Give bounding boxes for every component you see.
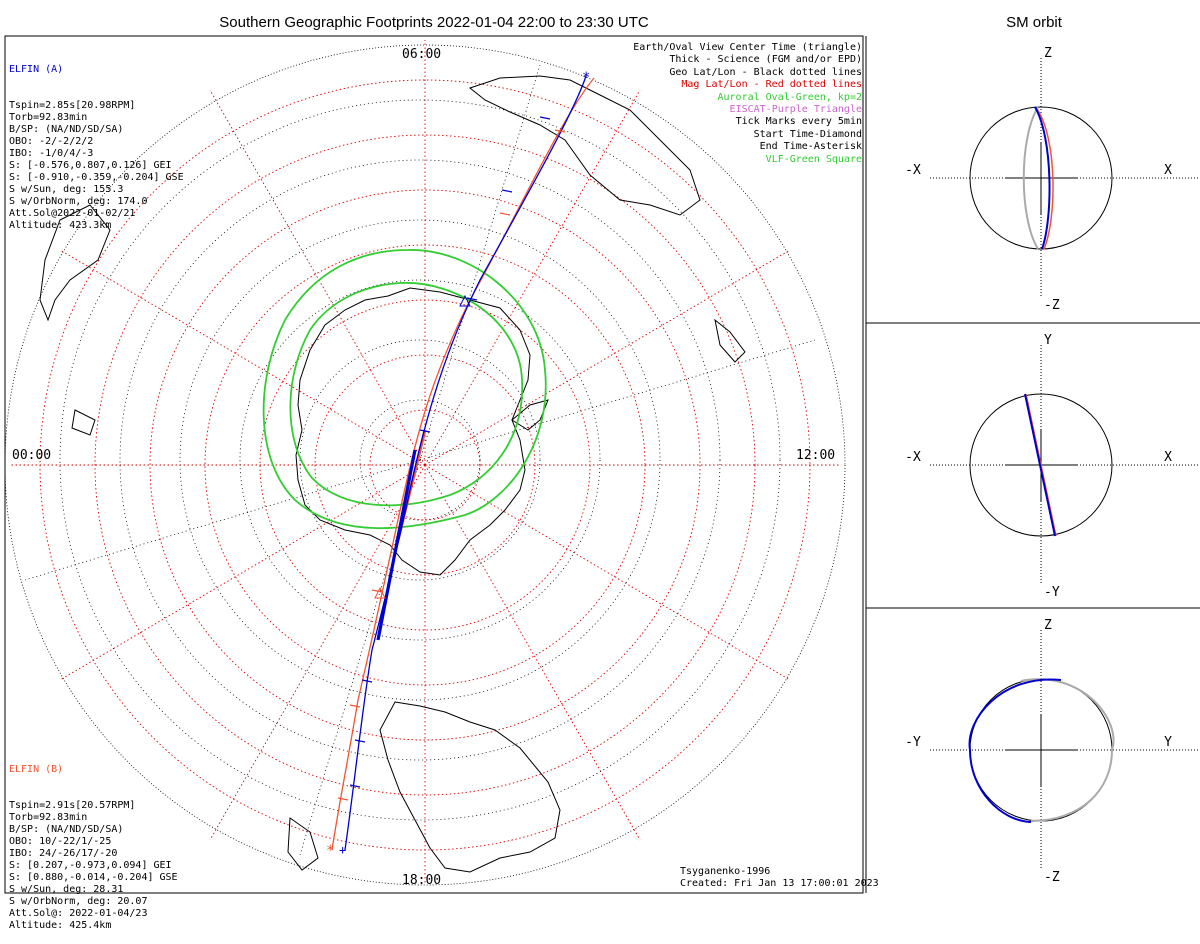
sm-label-bottom: -Z <box>1044 870 1060 885</box>
coastlines <box>39 75 746 873</box>
elfin-b-info-line: OBO: 10/-22/1/-25 <box>9 836 112 847</box>
sm-label-right: X <box>1164 450 1172 465</box>
elfin-a-info-line: Torb=92.83min <box>9 112 88 123</box>
elfin-b-info-line: B/SP: (NA/ND/SD/SA) <box>9 824 124 835</box>
elfin-b-info-line: Att.Sol@: 2022-01-04/23 <box>9 908 148 919</box>
australia-coast <box>468 75 701 216</box>
sm-orbit-a <box>968 678 1062 823</box>
time-label-bottom: 18:00 <box>402 873 441 888</box>
sm-orbit-a <box>1034 106 1051 250</box>
south-america-coast <box>39 204 111 322</box>
sm-panel-3: Z -Z -Y Y <box>905 618 1200 885</box>
elfin-b-info-line: Altitude: 425.4km <box>9 920 112 931</box>
auroral-oval <box>262 249 547 530</box>
legend-item: Mag Lat/Lon - Red dotted lines <box>681 79 862 91</box>
elfin-a-info-line: S: [-0.576,0.807,0.126] GEI <box>9 160 172 171</box>
sm-earth-circle <box>969 106 1113 250</box>
legend-item: Earth/Oval View Center Time (triangle) <box>633 42 862 53</box>
elfin-a-info-line: B/SP: (NA/ND/SD/SA) <box>9 124 124 135</box>
legend-item: VLF-Green Square <box>765 153 862 165</box>
legend-item: Geo Lat/Lon - Black dotted lines <box>669 66 862 78</box>
sm-label-left: -Y <box>905 735 921 750</box>
sm-label-left: -X <box>905 450 921 465</box>
map-frame <box>4 35 864 894</box>
elfin-a-info-line: Altitude: 423.3km <box>9 220 112 231</box>
sm-orbit-panels: Z -Z -X X Y -Y -X X Z -Z -Y Y <box>905 46 1200 885</box>
elfin-b-start-marker: * <box>326 843 334 859</box>
island-coast <box>71 409 96 436</box>
footer-created: Created: Fri Jan 13 17:00:01 2023 <box>680 878 879 889</box>
legend-item: End Time-Asterisk <box>759 141 862 153</box>
elfin-a-info-line: S: [-0.910,-0.359,-0.204] GSE <box>9 172 184 183</box>
legend-item: Tick Marks every 5min <box>735 116 862 128</box>
madagascar-coast <box>287 817 319 871</box>
sm-label-left: -X <box>905 163 921 178</box>
sm-label-top: Y <box>1044 333 1052 348</box>
elfin-a-end-marker: * <box>582 70 590 86</box>
plot-canvas: * * + 06:00 00:00 12:00 18:00 Z -Z -X X Y -Y -… <box>4 35 1200 894</box>
elfin-b-lines: Tspin=2.91s[20.57RPM] Torb=92.83min B/SP: … <box>9 800 178 932</box>
sm-orbit-shadow <box>1022 106 1039 250</box>
antarctica-coast <box>295 287 531 576</box>
sm-earth-circle <box>969 393 1113 537</box>
elfin-a-info-line: Tspin=2.85s[20.98RPM] <box>9 100 136 111</box>
sm-label-top: Z <box>1044 618 1052 633</box>
sm-panel-2: Y -Y -X X <box>905 333 1200 600</box>
elfin-a-track <box>344 75 587 851</box>
elfin-b-track <box>331 77 595 851</box>
elfin-b-info: ELFIN (B) Tspin=2.91s[20.57RPM] Torb=92.8… <box>9 740 178 944</box>
elfin-a-view-triangle <box>459 294 471 307</box>
footer-model: Tsyganenko-1996 <box>680 866 771 877</box>
elfin-a-info-line: S w/Sun, deg: 155.3 <box>9 184 124 195</box>
elfin-a-name: ELFIN (A) <box>9 64 64 75</box>
elfin-a-start-marker: + <box>339 843 346 857</box>
legend-item: Auroral Oval-Green, kp=2 <box>717 91 863 103</box>
time-label-left: 00:00 <box>12 448 51 463</box>
elfin-b-info-line: Torb=92.83min <box>9 812 88 823</box>
sm-orbit-b <box>1036 108 1054 250</box>
sm-orbit-title: SM orbit <box>1006 14 1062 31</box>
sm-label-bottom: -Z <box>1044 298 1060 313</box>
elfin-b-info-line: S: [0.207,-0.973,0.094] GEI <box>9 860 172 871</box>
elfin-b-name: ELFIN (B) <box>9 764 64 775</box>
time-label-top: 06:00 <box>402 47 441 62</box>
page-title: Southern Geographic Footprints 2022-01-0… <box>219 14 649 31</box>
legend-item: EISCAT-Purple Triangle <box>729 104 862 116</box>
legend: Earth/Oval View Center Time (triangle) Th… <box>633 42 862 166</box>
sm-orbit-a <box>1024 393 1056 537</box>
legend-item: Thick - Science (FGM and/or EPD) <box>669 54 862 66</box>
track-ticks <box>337 116 566 801</box>
legend-item: Start Time-Diamond <box>753 128 862 140</box>
elfin-a-info-line: OBO: -2/-2/2/2 <box>9 136 94 147</box>
elfin-a-info-line: S w/OrbNorm, deg: 174.0 <box>9 196 148 207</box>
new-zealand-coast <box>714 318 746 363</box>
elfin-a-info-line: Att.Sol@2022-01-02/21 <box>9 208 136 219</box>
africa-coast <box>379 701 561 873</box>
elfin-b-info-line: S: [0.880,-0.014,-0.204] GSE <box>9 872 178 883</box>
sm-orbit-shadow <box>1020 678 1115 822</box>
sm-label-right: Y <box>1164 735 1172 750</box>
footprint-map: * * + <box>4 40 846 886</box>
elfin-b-info-line: S w/Sun, deg: 28.31 <box>9 884 124 895</box>
elfin-a-info-line: IBO: -1/0/4/-3 <box>9 148 94 159</box>
elfin-b-info-line: Tspin=2.91s[20.57RPM] <box>9 800 136 811</box>
horizon-circle <box>4 44 846 886</box>
sm-label-bottom: -Y <box>1044 585 1060 600</box>
sm-label-top: Z <box>1044 46 1052 61</box>
elfin-a-info: ELFIN (A) Tspin=2.85s[20.98RPM] Torb=92.8… <box>9 40 184 244</box>
elfin-b-view-triangle <box>374 586 386 599</box>
sm-label-right: X <box>1164 163 1172 178</box>
time-label-right: 12:00 <box>796 448 835 463</box>
sm-panel-1: Z -Z -X X <box>905 46 1200 313</box>
elfin-a-lines: Tspin=2.85s[20.98RPM] Torb=92.83min B/SP: … <box>9 100 184 232</box>
elfin-b-info-line: IBO: 24/-26/17/-20 <box>9 848 118 859</box>
elfin-b-info-line: S w/OrbNorm, deg: 20.07 <box>9 896 148 907</box>
